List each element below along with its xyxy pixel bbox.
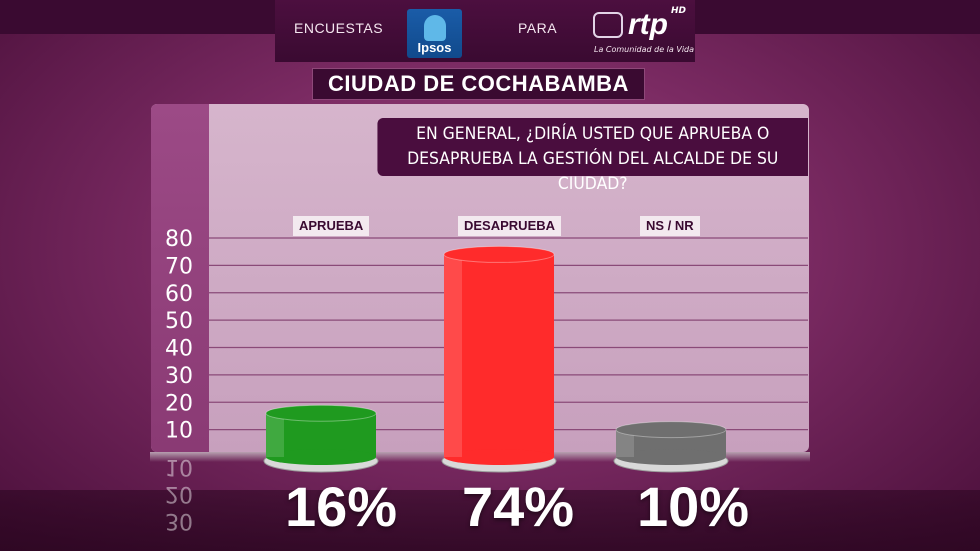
category-label-aprueba: APRUEBA xyxy=(293,216,370,236)
data-label-aprueba-text: 16% xyxy=(285,475,398,538)
question-box: EN GENERAL, ¿DIRÍA USTED QUE APRUEBA O D… xyxy=(377,118,808,194)
bar-bottom xyxy=(616,449,726,465)
category-label-desaprueba: DESAPRUEBA xyxy=(458,216,562,236)
category-label-nsnr: NS / NR xyxy=(640,216,700,236)
rtp-tagline: La Comunidad de la Vida xyxy=(594,45,695,54)
data-label-desaprueba: 74% xyxy=(462,474,574,539)
header xyxy=(275,0,695,62)
y-tick-label: 10 xyxy=(165,419,193,444)
bar-bottom xyxy=(266,449,376,465)
y-tick-reflection: 30 xyxy=(165,508,193,533)
header-band-left xyxy=(0,0,275,34)
y-tick-label: 20 xyxy=(165,391,193,416)
city-title: CIUDAD DE COCHABAMBA xyxy=(312,68,645,100)
header-band-right xyxy=(695,0,980,34)
y-tick-label: 30 xyxy=(165,364,193,389)
rtp-hd-badge: HD xyxy=(671,6,687,16)
bar-highlight xyxy=(266,413,284,457)
ipsos-head-icon xyxy=(424,15,446,41)
y-tick-label: 40 xyxy=(165,337,193,362)
y-tick-reflection: 20 xyxy=(165,481,193,506)
question-line-2: DESAPRUEBA LA GESTIÓN DEL ALCALDE DE SU … xyxy=(407,149,779,194)
encuestas-label: ENCUESTAS xyxy=(294,20,384,36)
question-line-1: EN GENERAL, ¿DIRÍA USTED QUE APRUEBA O xyxy=(416,124,770,144)
bar-highlight xyxy=(616,429,634,457)
y-tick-label: 60 xyxy=(165,282,193,307)
bar-body xyxy=(444,254,554,457)
y-tick-label: 80 xyxy=(165,227,193,252)
ipsos-logo: Ipsos xyxy=(407,9,462,58)
bar-top xyxy=(443,245,555,263)
bar-highlight xyxy=(444,254,462,457)
data-label-nsnr-text: 10% xyxy=(637,475,750,538)
bar-aprueba xyxy=(263,404,379,473)
data-label-desaprueba-text: 74% xyxy=(462,475,575,538)
rtp-logo-icon xyxy=(593,12,623,38)
rtp-wordmark: rtp xyxy=(628,8,668,41)
bar-bottom xyxy=(444,449,554,465)
bar-top xyxy=(265,404,377,422)
bar-ns-nr xyxy=(613,421,729,473)
y-tick-label: 50 xyxy=(165,309,193,334)
bottom-band xyxy=(0,490,980,551)
y-tick-reflection: 10 xyxy=(165,454,193,479)
chart-panel-band xyxy=(151,104,209,452)
para-label: PARA xyxy=(518,20,558,36)
data-label-nsnr: 10% xyxy=(637,474,749,539)
bar-top xyxy=(615,421,727,439)
ipsos-wordmark: Ipsos xyxy=(417,40,452,55)
y-tick-label: 70 xyxy=(165,254,193,279)
data-label-aprueba: 16% xyxy=(285,474,397,539)
bar-desaprueba xyxy=(441,245,557,473)
